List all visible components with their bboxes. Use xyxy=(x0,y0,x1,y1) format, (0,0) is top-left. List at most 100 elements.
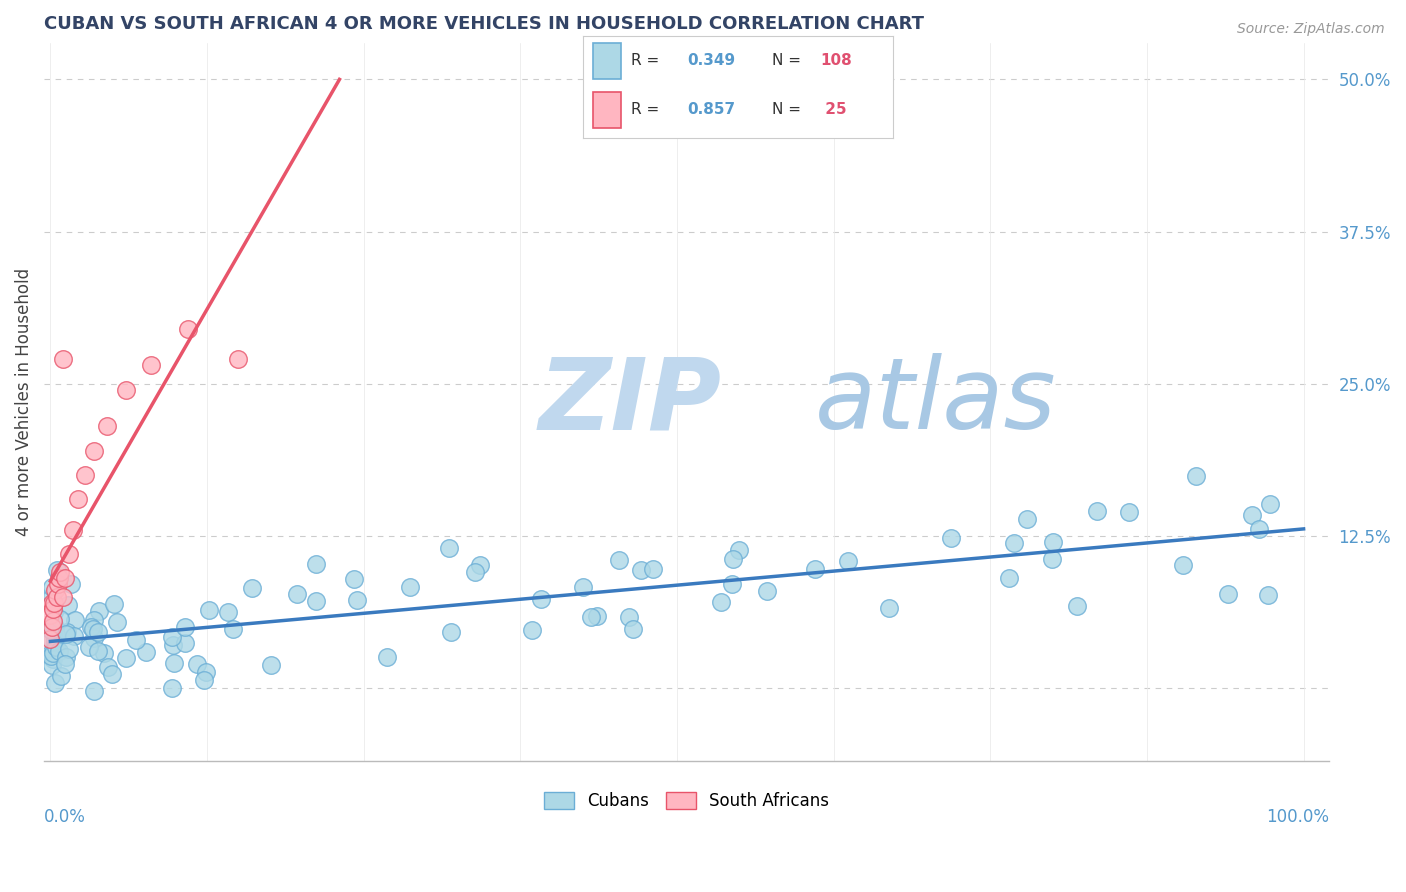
Text: 25: 25 xyxy=(820,102,846,117)
Point xyxy=(48,571,70,585)
Point xyxy=(107,615,129,630)
Point xyxy=(520,623,543,637)
Point xyxy=(56,599,79,613)
Point xyxy=(42,617,65,632)
Point xyxy=(52,352,75,367)
Point xyxy=(83,631,105,645)
Point xyxy=(82,622,104,636)
Point xyxy=(39,632,62,647)
Point xyxy=(375,650,398,665)
Point xyxy=(877,600,900,615)
Point xyxy=(42,652,65,666)
Point xyxy=(62,523,84,537)
Text: atlas: atlas xyxy=(815,353,1056,450)
Point xyxy=(1040,552,1063,566)
Point xyxy=(39,607,62,622)
Point xyxy=(162,630,184,644)
FancyBboxPatch shape xyxy=(593,92,620,128)
Point xyxy=(139,359,162,373)
Point xyxy=(837,554,859,568)
Point xyxy=(42,606,65,620)
Point xyxy=(58,642,80,657)
Point xyxy=(193,673,215,688)
Point xyxy=(114,383,136,397)
Point xyxy=(1257,588,1279,602)
Point xyxy=(163,656,186,670)
Point xyxy=(222,622,245,636)
Point xyxy=(464,565,486,579)
Point xyxy=(83,684,105,698)
Point xyxy=(260,658,283,673)
Point xyxy=(727,542,749,557)
Text: N =: N = xyxy=(772,102,801,117)
Point xyxy=(42,646,65,660)
Point xyxy=(240,582,263,596)
Point xyxy=(44,675,66,690)
Point xyxy=(46,577,69,591)
Point xyxy=(114,650,136,665)
Point xyxy=(1015,512,1038,526)
Point xyxy=(186,657,208,672)
Point xyxy=(39,647,62,661)
Point xyxy=(285,587,308,601)
Point xyxy=(83,443,105,458)
Text: 108: 108 xyxy=(820,53,852,68)
Point xyxy=(440,625,463,640)
Point xyxy=(194,665,217,680)
Point xyxy=(42,620,65,634)
Point xyxy=(572,580,595,594)
Point xyxy=(45,640,67,655)
Point xyxy=(1258,497,1281,511)
FancyBboxPatch shape xyxy=(593,43,620,78)
Legend: Cubans, South Africans: Cubans, South Africans xyxy=(537,786,835,817)
Point xyxy=(585,609,607,624)
Point xyxy=(619,610,641,624)
Point xyxy=(63,613,86,627)
Text: N =: N = xyxy=(772,53,801,68)
Point xyxy=(59,577,82,591)
Point xyxy=(630,563,652,577)
Point xyxy=(45,627,67,641)
Point xyxy=(39,649,62,664)
Point xyxy=(346,592,368,607)
Point xyxy=(55,571,77,585)
Point xyxy=(721,552,744,566)
Point xyxy=(710,595,733,609)
Point xyxy=(56,625,79,640)
Point xyxy=(58,547,80,561)
Point xyxy=(1241,508,1264,522)
Point xyxy=(228,352,250,367)
Point xyxy=(41,580,63,594)
Point xyxy=(39,632,62,647)
Point xyxy=(1002,536,1025,550)
Point xyxy=(1085,503,1108,517)
Point xyxy=(44,583,66,598)
Point xyxy=(439,541,461,555)
Point xyxy=(41,620,63,634)
Text: 0.857: 0.857 xyxy=(688,102,735,117)
Point xyxy=(398,580,420,594)
Point xyxy=(470,558,492,572)
Text: Source: ZipAtlas.com: Source: ZipAtlas.com xyxy=(1237,22,1385,37)
Point xyxy=(96,419,118,434)
Point xyxy=(41,596,63,610)
Point xyxy=(41,658,63,673)
Text: ZIP: ZIP xyxy=(538,353,721,450)
Point xyxy=(198,603,221,617)
Point xyxy=(173,620,195,634)
Point xyxy=(135,645,157,659)
Point xyxy=(45,590,67,604)
Text: 0.349: 0.349 xyxy=(688,53,735,68)
Text: CUBAN VS SOUTH AFRICAN 4 OR MORE VEHICLES IN HOUSEHOLD CORRELATION CHART: CUBAN VS SOUTH AFRICAN 4 OR MORE VEHICLE… xyxy=(44,15,924,33)
Point xyxy=(804,562,827,576)
Point xyxy=(607,553,630,567)
Point xyxy=(42,614,65,628)
Point xyxy=(97,660,120,674)
Point xyxy=(162,638,184,652)
Point xyxy=(1042,535,1064,549)
Point xyxy=(44,596,66,610)
Point xyxy=(52,590,75,604)
Point xyxy=(1185,469,1208,483)
Point xyxy=(530,592,553,607)
Point xyxy=(103,597,125,611)
